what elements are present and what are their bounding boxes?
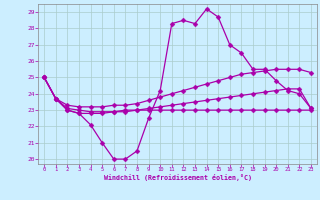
X-axis label: Windchill (Refroidissement éolien,°C): Windchill (Refroidissement éolien,°C) [104,174,252,181]
